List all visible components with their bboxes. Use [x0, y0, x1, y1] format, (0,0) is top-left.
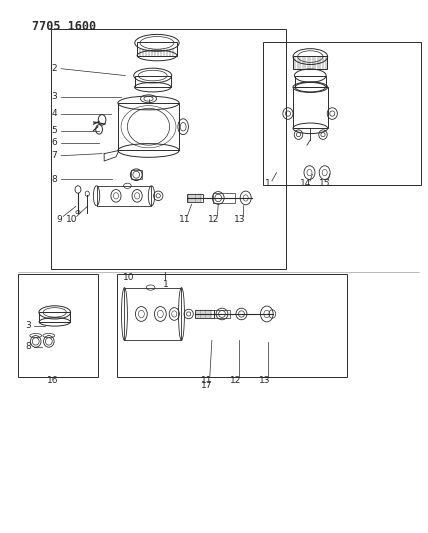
Bar [295, 76, 326, 87]
Text: 5: 5 [51, 126, 57, 135]
Text: 8: 8 [51, 175, 57, 184]
Bar [51, 29, 286, 269]
Bar [118, 103, 179, 150]
Text: 14: 14 [300, 179, 312, 188]
Text: 7705 1600: 7705 1600 [33, 20, 96, 33]
Text: 1: 1 [163, 280, 168, 289]
Text: 16: 16 [47, 376, 58, 385]
Text: 13: 13 [235, 214, 246, 223]
Bar [125, 288, 181, 341]
Text: 1: 1 [265, 179, 271, 188]
Bar [131, 170, 142, 180]
Bar [214, 310, 230, 318]
Text: 12: 12 [230, 376, 241, 385]
Bar [187, 193, 203, 202]
Bar [195, 310, 214, 318]
Bar [117, 274, 347, 377]
Text: 17: 17 [201, 381, 212, 390]
Text: 13: 13 [259, 376, 270, 385]
Bar [97, 186, 152, 206]
Text: 11: 11 [201, 376, 212, 385]
Text: 12: 12 [208, 214, 220, 223]
Bar [294, 55, 327, 69]
Text: 4: 4 [51, 109, 57, 118]
Text: 6: 6 [51, 138, 57, 147]
Bar [213, 192, 235, 203]
Text: 3: 3 [25, 321, 31, 330]
Text: 8: 8 [25, 342, 31, 351]
Text: 10: 10 [66, 214, 77, 223]
Bar [263, 42, 421, 185]
Bar [137, 42, 177, 55]
Bar [294, 87, 328, 128]
Text: 9: 9 [56, 214, 62, 223]
Bar [134, 76, 171, 87]
Text: 10: 10 [123, 272, 134, 281]
Bar [39, 312, 70, 322]
Bar [18, 274, 98, 377]
Text: 11: 11 [178, 214, 190, 223]
Text: 15: 15 [319, 179, 330, 188]
Text: 7: 7 [51, 151, 57, 160]
Text: 3: 3 [51, 92, 57, 101]
Text: 2: 2 [51, 64, 57, 73]
